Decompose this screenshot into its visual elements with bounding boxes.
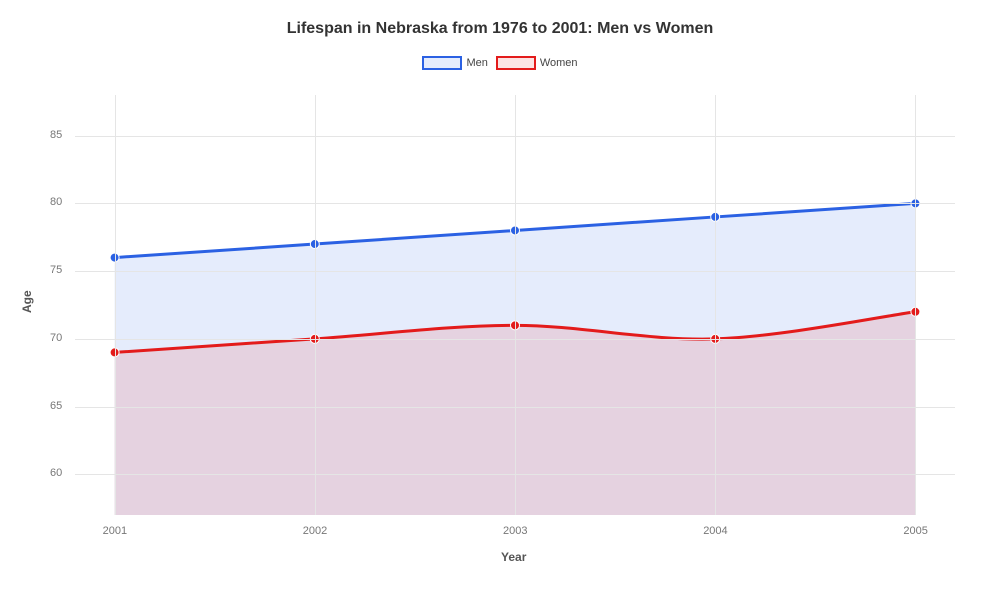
x-tick-label: 2001: [103, 525, 127, 537]
x-tick-label: 2002: [303, 525, 327, 537]
legend-swatch-men: [422, 56, 462, 70]
grid-line-h: [75, 339, 955, 340]
chart-title: Lifespan in Nebraska from 1976 to 2001: …: [0, 0, 1000, 38]
legend-item-women: Women: [496, 56, 578, 70]
grid-line-v: [115, 95, 116, 515]
x-tick-label: 2004: [703, 525, 727, 537]
plot-area: [75, 95, 955, 515]
grid-line-v: [715, 95, 716, 515]
grid-line-h: [75, 407, 955, 408]
legend-label-men: Men: [466, 57, 487, 69]
y-tick-label: 80: [50, 196, 62, 208]
x-tick-label: 2003: [503, 525, 527, 537]
grid-line-h: [75, 136, 955, 137]
grid-line-v: [315, 95, 316, 515]
x-tick-label: 2005: [903, 525, 927, 537]
y-tick-label: 85: [50, 129, 62, 141]
x-axis-title: Year: [501, 550, 526, 564]
legend-swatch-women: [496, 56, 536, 70]
grid-line-v: [915, 95, 916, 515]
y-tick-label: 70: [50, 332, 62, 344]
y-axis-title: Age: [20, 290, 34, 313]
chart-container: Lifespan in Nebraska from 1976 to 2001: …: [0, 0, 1000, 600]
legend: Men Women: [0, 56, 1000, 70]
y-tick-label: 75: [50, 264, 62, 276]
y-tick-label: 60: [50, 467, 62, 479]
grid-line-v: [515, 95, 516, 515]
grid-line-h: [75, 474, 955, 475]
grid-line-h: [75, 271, 955, 272]
grid-line-h: [75, 203, 955, 204]
legend-item-men: Men: [422, 56, 487, 70]
legend-label-women: Women: [540, 57, 578, 69]
y-tick-label: 65: [50, 400, 62, 412]
